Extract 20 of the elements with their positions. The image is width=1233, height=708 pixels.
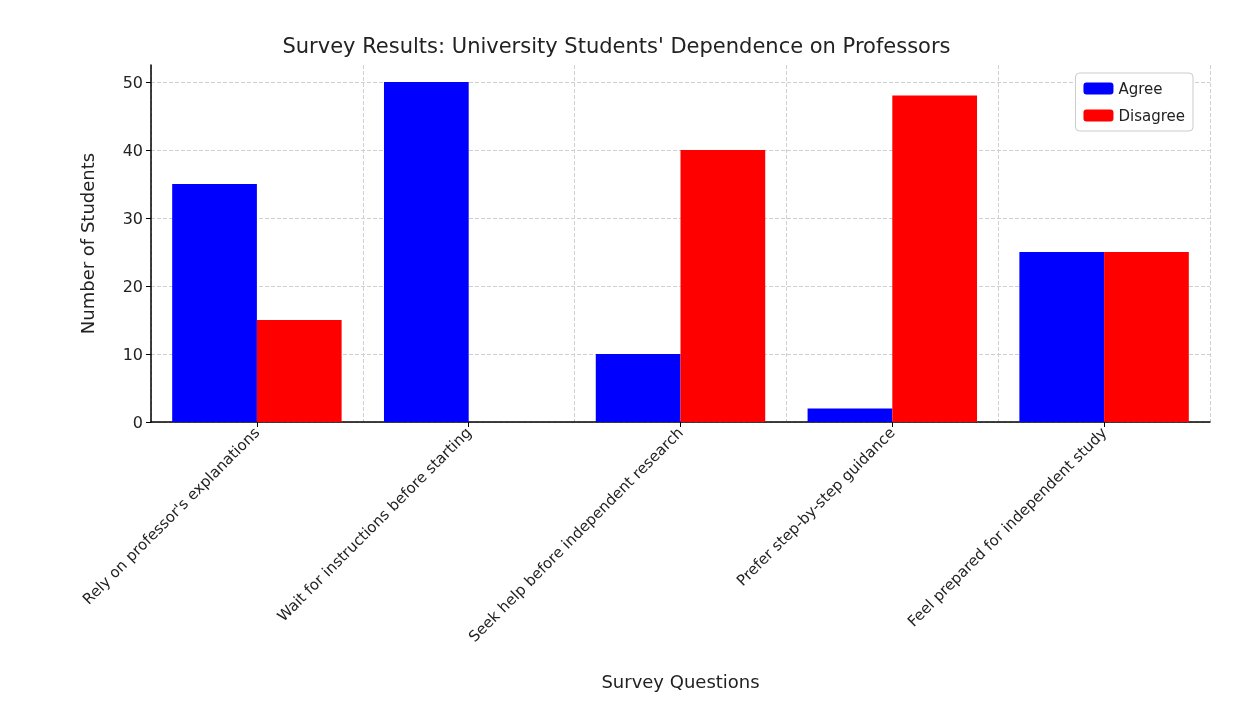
y-tick-label: 30: [122, 208, 143, 228]
bar: [892, 95, 978, 422]
chart-title: Survey Results: University Students' Dependence on Professors: [282, 33, 951, 58]
y-tick-label: 10: [122, 344, 143, 364]
bar: [680, 150, 766, 422]
bar: [807, 408, 893, 422]
y-tick-label: 0: [132, 412, 143, 432]
legend-label: Disagree: [1118, 106, 1186, 125]
bar: [595, 354, 681, 422]
legend-label: Agree: [1118, 79, 1163, 98]
x-axis-title: Survey Questions: [601, 670, 760, 692]
y-tick-label: 50: [122, 72, 143, 92]
bar: [172, 184, 257, 422]
bar: [1104, 252, 1189, 422]
bar: [1019, 252, 1105, 422]
y-tick-label: 20: [122, 276, 143, 296]
bar: [383, 82, 469, 422]
y-axis-title: Number of Students: [76, 152, 98, 335]
bar: [256, 320, 342, 422]
y-tick-label: 40: [122, 140, 143, 160]
